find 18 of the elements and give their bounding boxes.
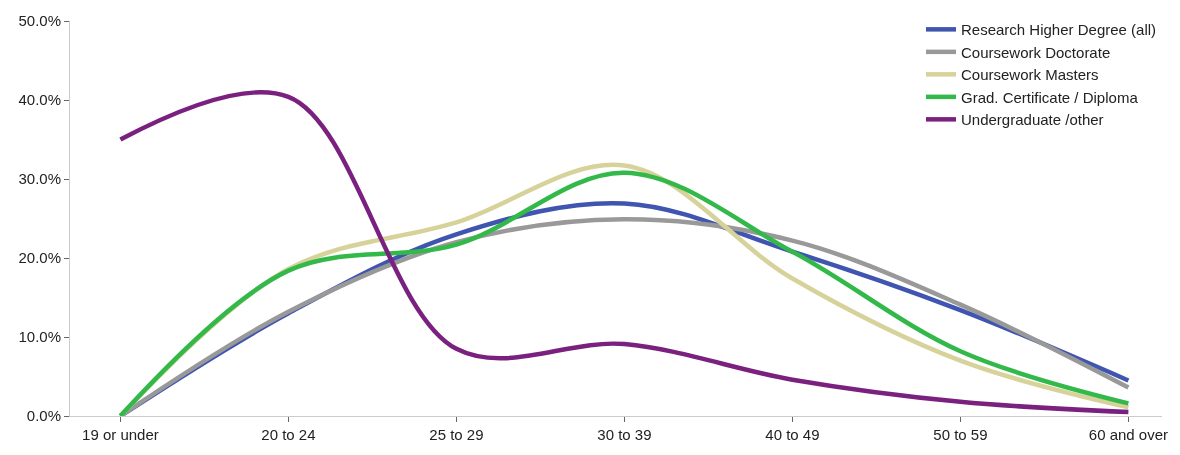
y-tick-label: 50.0%	[18, 12, 61, 30]
x-tick-label: 19 or under	[82, 426, 159, 443]
legend-label: Grad. Certificate / Diploma	[961, 88, 1139, 106]
x-tick-label: 30 to 39	[597, 426, 652, 443]
y-tick-label: 40.0%	[18, 91, 61, 109]
y-tick-label: 30.0%	[18, 170, 61, 188]
y-tick-label: 0.0%	[26, 407, 61, 425]
legend-label: Coursework Doctorate	[961, 43, 1111, 61]
y-tick-label: 10.0%	[18, 328, 61, 346]
legend-label: Research Higher Degree (all)	[961, 21, 1157, 39]
x-tick-label: 20 to 24	[261, 426, 316, 443]
legend-label: Coursework Masters	[961, 66, 1099, 84]
x-tick-label: 40 to 49	[765, 426, 820, 443]
y-tick-label: 20.0%	[18, 249, 61, 267]
x-tick-label: 25 to 29	[429, 426, 484, 443]
x-tick-label: 60 and over	[1088, 426, 1169, 443]
x-tick-label: 50 to 59	[933, 426, 988, 443]
legend-label: Undergraduate /other	[961, 111, 1104, 129]
